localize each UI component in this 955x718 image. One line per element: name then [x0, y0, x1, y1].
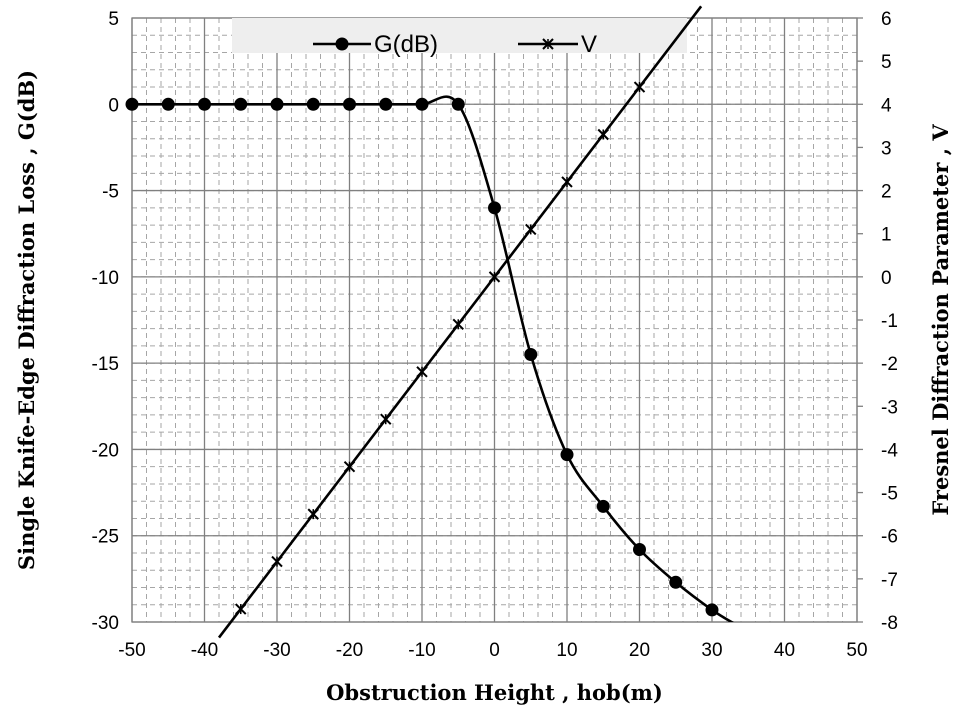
data-point-v	[597, 128, 609, 141]
data-point-g	[270, 97, 284, 111]
y2-tick-label: -4	[881, 440, 898, 461]
data-point-g	[451, 97, 465, 111]
data-point-v	[525, 223, 537, 236]
legend-background	[232, 18, 687, 53]
data-point-g	[234, 97, 248, 111]
data-point-v	[235, 603, 247, 615]
data-point-v	[307, 508, 319, 520]
y2-tick-label: -8	[881, 613, 898, 634]
legend-label-g: G(dB)	[374, 31, 438, 58]
legend: G(dB) V	[232, 18, 687, 58]
data-point-v	[343, 460, 356, 473]
y2-tick-label: 5	[881, 52, 892, 73]
y2-tick-label: -1	[881, 311, 898, 332]
data-point-g	[488, 201, 501, 215]
y-tick-label: -25	[92, 527, 119, 548]
data-point-v	[488, 271, 501, 283]
x-tick-label: 40	[774, 640, 795, 661]
x-axis-title: Obstruction Height , hob(m)	[326, 680, 663, 705]
data-point-v	[380, 413, 392, 425]
y-tick-label: -30	[92, 613, 119, 634]
data-point-g	[161, 97, 175, 111]
data-point-g	[379, 97, 393, 111]
y2-tick-label: -5	[881, 484, 898, 505]
data-point-g	[198, 97, 211, 111]
y2-tick-label: -3	[881, 397, 898, 418]
y2-tick-label: 4	[881, 95, 892, 116]
x-tick-label: -40	[191, 640, 218, 661]
y2-axis-title: Fresnel Diffraction Parameter , V	[928, 124, 953, 516]
x-tick-label: -20	[336, 640, 363, 661]
tick-labels: -50 -40 -30 -20 -10 0 10 20 30 40 5050-5-10-15-20-…	[92, 9, 899, 661]
data-point-v	[452, 318, 464, 331]
y2-tick-label: -7	[881, 570, 898, 591]
y-axis-title: Single Knife-Edge Diffraction Loss , G(d…	[14, 70, 39, 570]
x-tick-label: -50	[118, 640, 145, 661]
legend-label-v: V	[581, 31, 597, 58]
legend-marker-v	[542, 38, 554, 50]
x-tick-label: 0	[489, 640, 500, 661]
y2-tick-label: -2	[881, 354, 898, 375]
x-tick-label: 50	[846, 640, 867, 661]
data-point-g	[343, 97, 356, 111]
data-point-g	[306, 97, 320, 111]
y2-tick-label: 0	[881, 268, 892, 289]
data-point-g	[633, 543, 646, 557]
x-tick-label: -30	[263, 640, 290, 661]
data-point-g	[415, 97, 429, 111]
data-point-v	[633, 81, 646, 93]
x-tick-label: 20	[629, 640, 650, 661]
y2-tick-label: -6	[881, 527, 898, 548]
y-tick-label: 5	[108, 9, 119, 30]
data-point-v	[561, 176, 573, 188]
data-point-g	[524, 348, 538, 362]
y2-tick-label: 6	[881, 9, 892, 30]
legend-marker-g	[335, 37, 349, 51]
data-point-g	[669, 575, 683, 589]
y-tick-label: -10	[92, 268, 119, 289]
y-tick-label: -20	[92, 440, 119, 461]
data-point-g	[596, 499, 610, 513]
series-line-g	[132, 95, 735, 622]
data-point-g	[560, 448, 574, 462]
x-tick-label: 10	[556, 640, 577, 661]
y2-tick-label: 1	[881, 225, 892, 246]
data-point-v	[271, 555, 283, 568]
y-tick-label: 0	[108, 95, 119, 116]
y-tick-label: -15	[92, 354, 119, 375]
x-tick-label: 30	[701, 640, 722, 661]
data-point-v	[416, 366, 428, 378]
data-point-g	[705, 603, 719, 617]
data-point-g	[125, 97, 139, 111]
y-tick-label: -5	[102, 182, 119, 203]
y2-tick-label: 2	[881, 182, 892, 203]
series-layer	[125, 5, 735, 639]
y2-tick-label: 3	[881, 138, 892, 159]
x-tick-label: -10	[408, 640, 435, 661]
